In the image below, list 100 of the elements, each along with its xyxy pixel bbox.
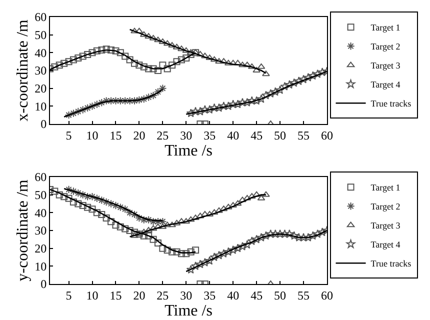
point xyxy=(234,60,242,66)
point xyxy=(172,220,181,226)
point xyxy=(247,236,256,246)
point xyxy=(248,193,256,199)
point xyxy=(149,91,158,100)
point xyxy=(88,102,96,110)
point xyxy=(252,191,261,197)
point xyxy=(164,246,171,254)
point xyxy=(205,105,214,114)
point xyxy=(219,101,228,110)
point xyxy=(192,246,200,254)
point xyxy=(214,250,224,260)
point xyxy=(205,256,214,265)
point xyxy=(98,210,106,218)
point xyxy=(83,104,92,112)
point xyxy=(140,232,148,240)
x-tick-label: 30 xyxy=(180,288,192,302)
point xyxy=(154,88,162,96)
legend-label: Target 3 xyxy=(370,220,401,231)
point xyxy=(196,212,204,218)
y-tick-label: 30 xyxy=(34,64,47,78)
point xyxy=(70,198,77,206)
point xyxy=(284,80,294,89)
point xyxy=(224,204,232,210)
point xyxy=(238,196,246,202)
point xyxy=(304,72,313,82)
point xyxy=(51,188,58,195)
point xyxy=(228,100,238,108)
point xyxy=(159,244,166,252)
point xyxy=(140,31,148,37)
point xyxy=(214,103,224,112)
y-tick-label: 50 xyxy=(34,188,47,202)
point xyxy=(196,260,205,268)
point xyxy=(206,54,214,60)
y-tick-label: 20 xyxy=(34,242,47,256)
x-tick-label: 40 xyxy=(227,128,240,142)
y-tick-label: 40 xyxy=(34,46,47,60)
point xyxy=(220,206,228,212)
point xyxy=(135,28,144,34)
point xyxy=(172,44,181,50)
point xyxy=(196,50,204,56)
point xyxy=(93,47,100,54)
point xyxy=(64,110,73,120)
point xyxy=(210,56,218,62)
y-tick-label: 60 xyxy=(34,10,47,24)
point xyxy=(60,60,68,67)
point xyxy=(200,105,210,114)
point xyxy=(299,74,308,84)
x-tick-label: 55 xyxy=(298,128,310,142)
point xyxy=(116,49,124,56)
point xyxy=(163,222,172,228)
point xyxy=(229,202,238,208)
point xyxy=(144,33,153,39)
point xyxy=(168,62,176,69)
point xyxy=(262,191,270,197)
point xyxy=(308,71,318,80)
point xyxy=(74,54,82,62)
point xyxy=(210,209,218,215)
x-tick-label: 10 xyxy=(86,288,98,302)
point xyxy=(131,60,138,67)
x-tick-label: 60 xyxy=(321,128,333,142)
point xyxy=(294,76,304,86)
point xyxy=(299,232,308,242)
point xyxy=(168,248,176,256)
point xyxy=(187,248,194,256)
point xyxy=(200,52,209,58)
point xyxy=(79,52,86,60)
point xyxy=(210,252,219,262)
point xyxy=(158,84,167,92)
point xyxy=(234,200,242,206)
point xyxy=(149,225,158,231)
legend-label: Target 1 xyxy=(370,22,400,33)
point xyxy=(70,56,77,64)
point xyxy=(98,98,106,107)
x-tick-label: 5 xyxy=(66,128,72,142)
point xyxy=(252,96,262,105)
line-series xyxy=(63,88,164,118)
legend-label: Target 4 xyxy=(370,240,401,250)
point xyxy=(74,107,82,116)
point xyxy=(266,88,276,98)
x-tick-label: 45 xyxy=(250,288,263,302)
point xyxy=(51,63,58,70)
point xyxy=(178,250,185,258)
point xyxy=(145,232,152,240)
point xyxy=(308,231,318,240)
point xyxy=(186,265,196,274)
point xyxy=(318,68,327,76)
point xyxy=(145,65,152,72)
point xyxy=(112,47,120,54)
point xyxy=(233,244,242,252)
y-tick-label: 0 xyxy=(40,117,47,132)
point xyxy=(102,46,110,53)
point xyxy=(257,63,266,69)
y-tick-label: 60 xyxy=(34,170,47,184)
point xyxy=(252,234,262,244)
point xyxy=(224,60,232,66)
point xyxy=(108,46,115,54)
point xyxy=(84,50,92,58)
point xyxy=(164,65,171,72)
point xyxy=(159,62,166,69)
